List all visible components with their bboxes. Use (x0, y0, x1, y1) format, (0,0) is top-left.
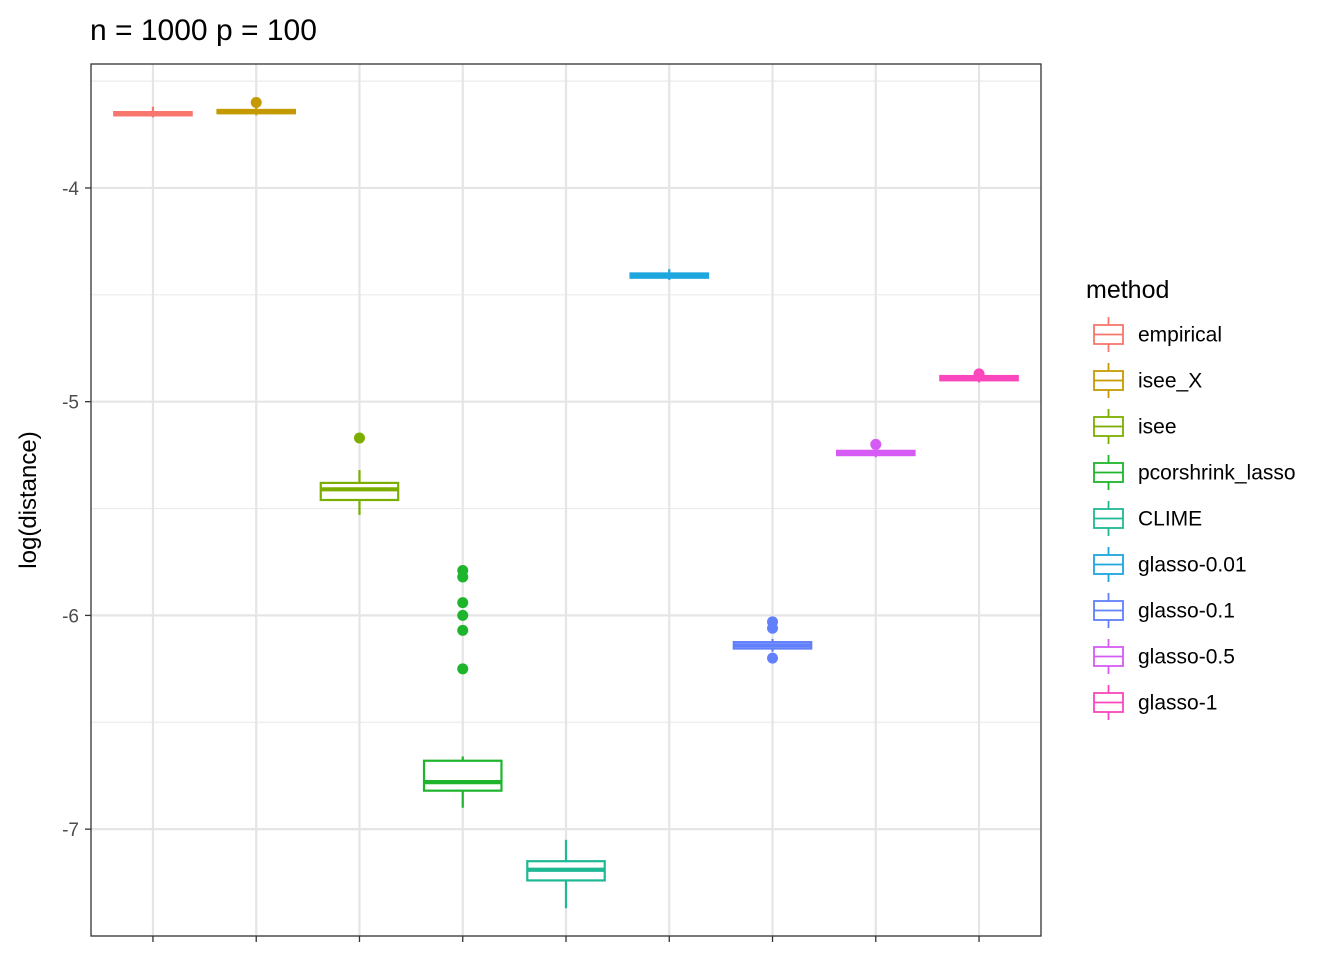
y-axis-title: log(distance) (15, 431, 42, 568)
outlier-point (457, 663, 469, 675)
legend-item-isee_X: isee_X (1093, 363, 1202, 398)
legend-item-empirical: empirical (1093, 317, 1222, 352)
legend-label: empirical (1138, 324, 1222, 347)
legend-item-glasso-0.5: glasso-0.5 (1093, 639, 1235, 674)
y-axis: -4 -5 -6 -7 (62, 179, 91, 841)
box (319, 481, 400, 502)
y-tick-label: -4 (62, 179, 79, 200)
legend-label: CLIME (1138, 508, 1202, 531)
boxplot-isee (319, 432, 400, 515)
legend-item-glasso-1: glasso-1 (1093, 685, 1217, 720)
boxplot-layer (113, 96, 1019, 909)
legend-item-isee: isee (1093, 409, 1177, 444)
outlier-point (973, 368, 985, 380)
legend-item-pcorshrink_lasso: pcorshrink_lasso (1093, 455, 1296, 490)
outlier-point (457, 624, 469, 636)
boxplot-pcorshrink_lasso (422, 565, 503, 808)
boxplot-CLIME (526, 839, 606, 909)
major-gridlines (91, 64, 1041, 936)
plot-panel (90, 63, 1042, 937)
outlier-point (353, 432, 365, 444)
legend-item-glasso-0.1: glasso-0.1 (1093, 593, 1235, 628)
legend-label: pcorshrink_lasso (1138, 462, 1296, 485)
chart-title: n = 1000 p = 100 (90, 14, 317, 47)
outlier-point (767, 652, 779, 664)
legend-item-glasso-0.01: glasso-0.01 (1093, 547, 1247, 582)
outlier-point (250, 96, 262, 108)
legend-item-CLIME: CLIME (1093, 501, 1202, 536)
legend-label: glasso-0.01 (1138, 554, 1247, 577)
legend-label: glasso-1 (1138, 692, 1217, 715)
outlier-point (767, 622, 779, 634)
y-tick-label: -6 (62, 606, 79, 627)
legend-title: method (1086, 276, 1169, 304)
legend-label: isee (1138, 416, 1177, 439)
boxplot-glasso-0.01 (629, 269, 710, 280)
boxplot-glasso-0.1 (732, 616, 813, 664)
box (422, 759, 503, 792)
boxplot-glasso-0.5 (835, 438, 916, 458)
boxplot-glasso-1 (939, 368, 1019, 383)
outlier-point (870, 438, 882, 450)
y-tick-label: -5 (62, 393, 79, 414)
boxplot-empirical (113, 106, 193, 118)
legend-label: glasso-0.1 (1138, 600, 1235, 623)
x-axis (152, 936, 980, 942)
outlier-point (457, 571, 469, 583)
boxplot-isee_X (216, 96, 297, 116)
outlier-point (457, 597, 469, 609)
y-tick-label: -7 (62, 820, 79, 841)
legend-label: isee_X (1138, 370, 1202, 393)
outlier-point (457, 609, 469, 621)
legend-label: glasso-0.5 (1138, 646, 1235, 669)
